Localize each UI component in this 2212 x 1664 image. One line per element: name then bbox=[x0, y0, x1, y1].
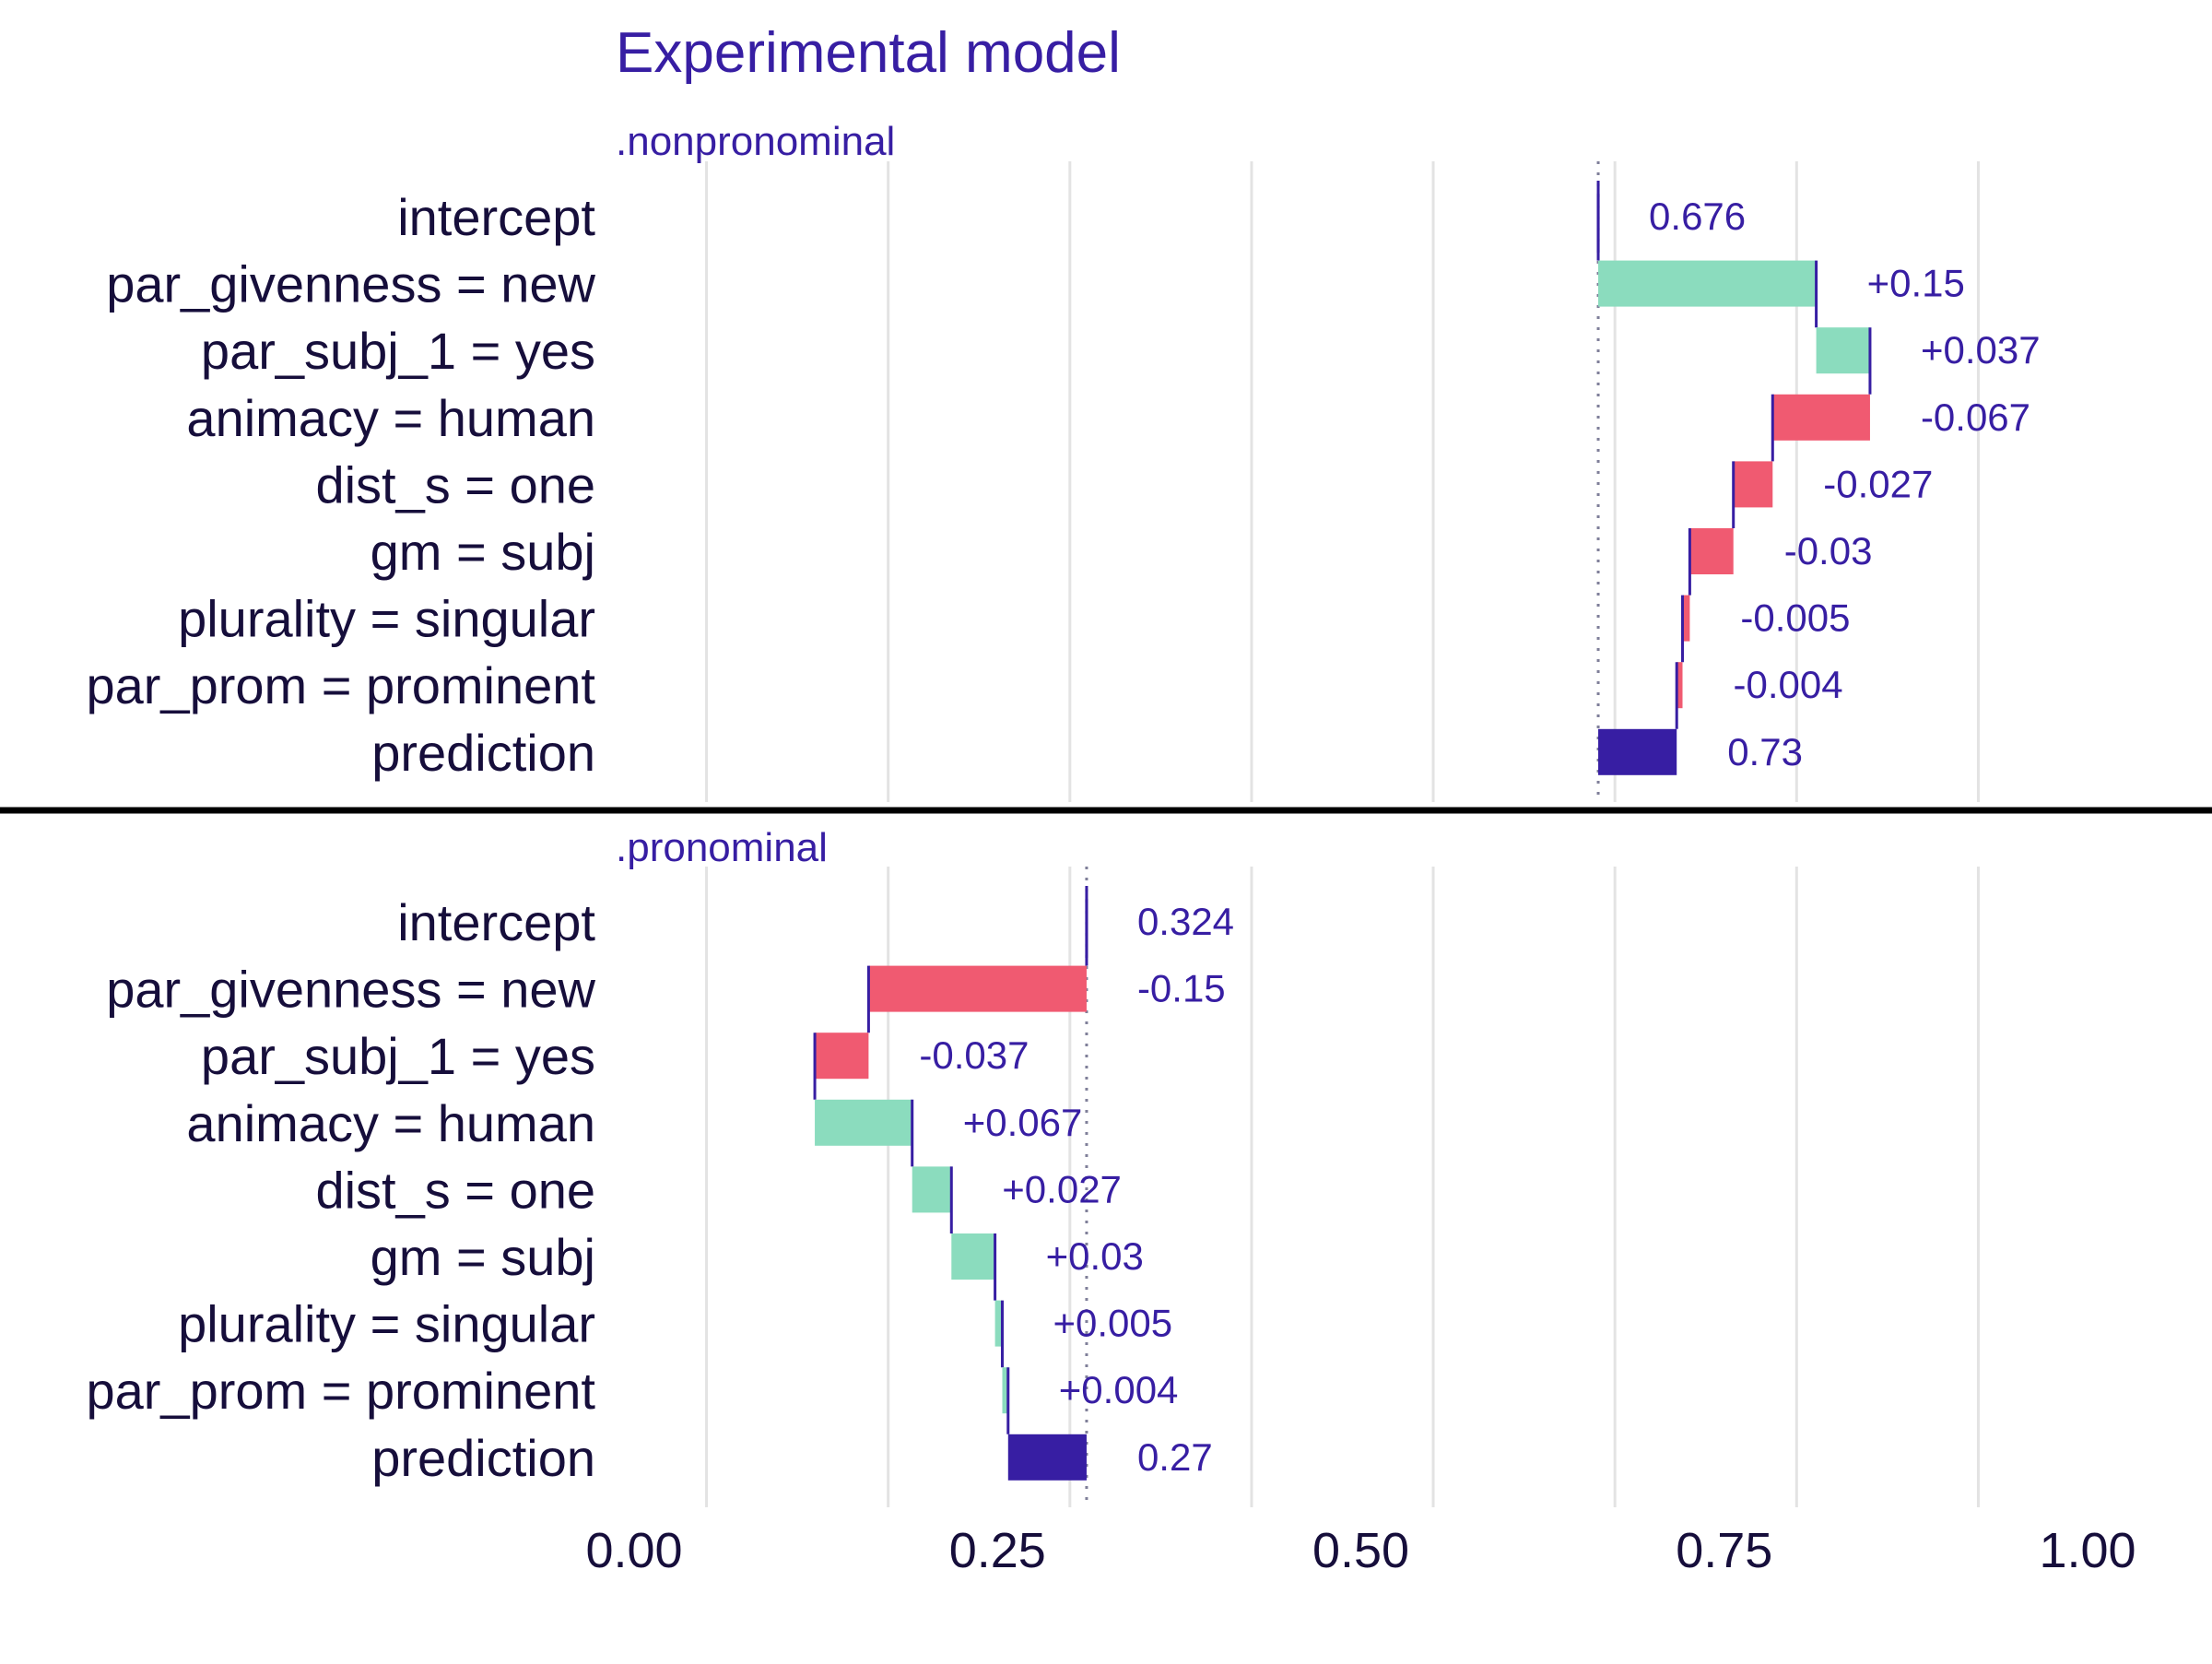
row-label: animacy = human bbox=[186, 1094, 595, 1152]
value-label: 0.27 bbox=[1137, 1435, 1213, 1479]
row-label: par_prom = prominent bbox=[86, 1362, 595, 1420]
x-tick-label: 0.75 bbox=[1676, 1523, 1772, 1578]
row-label: prediction bbox=[371, 724, 595, 782]
x-axis: 0.00 0.25 0.50 0.75 1.00 bbox=[585, 1523, 2136, 1578]
value-label: 0.73 bbox=[1727, 730, 1803, 773]
bar-negative bbox=[868, 965, 1087, 1012]
bar-negative bbox=[1772, 394, 1870, 441]
row-label: par_subj_1 = yes bbox=[201, 1027, 595, 1085]
value-label: -0.005 bbox=[1740, 596, 1850, 640]
row-label: par_prom = prominent bbox=[86, 656, 595, 714]
value-label: -0.004 bbox=[1734, 663, 1843, 706]
bar-negative bbox=[815, 1033, 869, 1080]
bar-positive bbox=[815, 1099, 912, 1146]
row-label: prediction bbox=[371, 1429, 595, 1487]
value-label: 0.324 bbox=[1137, 900, 1234, 943]
row-label: intercept bbox=[397, 893, 595, 951]
value-label: +0.067 bbox=[963, 1101, 1083, 1144]
value-label: +0.004 bbox=[1059, 1368, 1179, 1411]
x-tick-label: 0.25 bbox=[949, 1523, 1046, 1578]
row-label: dist_s = one bbox=[315, 455, 595, 513]
bar-negative bbox=[1682, 595, 1690, 642]
bar-prediction bbox=[1007, 1434, 1087, 1481]
value-label: -0.027 bbox=[1823, 462, 1933, 505]
x-tick-label: 1.00 bbox=[2039, 1523, 2136, 1578]
row-label: plurality = singular bbox=[178, 590, 595, 648]
value-label: -0.067 bbox=[1921, 395, 2030, 439]
value-label: +0.03 bbox=[1046, 1234, 1144, 1278]
value-label: 0.676 bbox=[1649, 195, 1746, 238]
x-tick-label: 0.50 bbox=[1312, 1523, 1409, 1578]
value-label: +0.15 bbox=[1867, 262, 1965, 305]
value-label: -0.15 bbox=[1137, 967, 1226, 1010]
panels: .nonpronominal intercept 0.676 par_givennes… bbox=[0, 119, 2212, 1507]
bar-positive bbox=[951, 1233, 995, 1280]
value-label: -0.037 bbox=[919, 1033, 1029, 1077]
bar-positive bbox=[1598, 260, 1817, 307]
row-label: gm = subj bbox=[371, 523, 595, 581]
value-label: +0.037 bbox=[1921, 328, 2041, 372]
panel-0: .nonpronominal intercept 0.676 par_givennes… bbox=[86, 119, 2041, 802]
value-label: +0.005 bbox=[1053, 1302, 1172, 1345]
panel-label: .nonpronominal bbox=[616, 119, 895, 164]
chart-title: Experimental model bbox=[616, 21, 1121, 85]
bar-positive bbox=[912, 1166, 952, 1213]
bar-positive bbox=[994, 1300, 1003, 1347]
bar-positive bbox=[1816, 327, 1870, 374]
row-label: plurality = singular bbox=[178, 1295, 595, 1353]
bar-positive bbox=[1002, 1367, 1008, 1414]
row-label: gm = subj bbox=[371, 1228, 595, 1286]
row-label: animacy = human bbox=[186, 389, 595, 447]
value-label: +0.027 bbox=[1002, 1167, 1122, 1210]
panel-label: .pronominal bbox=[616, 825, 828, 870]
value-label: -0.03 bbox=[1784, 529, 1873, 572]
row-label: par_givenness = new bbox=[106, 961, 595, 1019]
bar-negative bbox=[1677, 662, 1683, 709]
row-label: par_subj_1 = yes bbox=[201, 322, 595, 380]
row-label: intercept bbox=[397, 188, 595, 246]
bar-negative bbox=[1733, 461, 1773, 508]
x-tick-label: 0.00 bbox=[585, 1523, 682, 1578]
panel-1: .pronominal intercept 0.324 par_givenness =… bbox=[86, 825, 1980, 1507]
row-label: par_givenness = new bbox=[106, 255, 595, 313]
row-label: dist_s = one bbox=[315, 1161, 595, 1219]
bar-negative bbox=[1689, 528, 1734, 574]
bar-prediction bbox=[1598, 728, 1677, 775]
